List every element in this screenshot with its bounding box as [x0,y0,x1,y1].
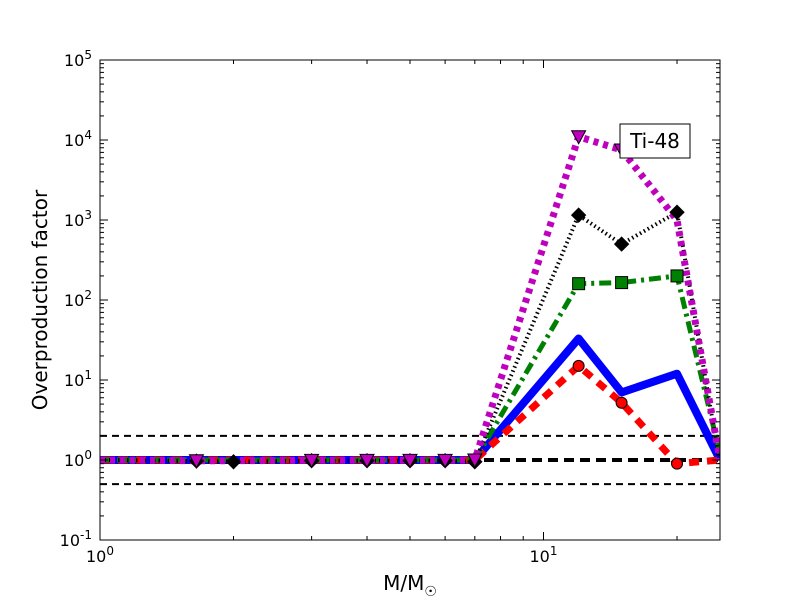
annotation-box: Ti-48 [619,123,691,159]
axis-ticks [99,59,720,541]
series-marker-black [225,454,242,470]
series-marker-red [615,396,628,409]
series-marker-green [572,277,586,291]
y-tick-label: 100 [64,448,92,470]
series-marker-magenta [466,453,483,469]
y-tick-label: 101 [64,368,92,390]
y-tick-label: 102 [64,288,92,310]
series-marker-magenta [188,454,205,469]
y-tick-label: 104 [64,128,92,150]
series-marker-magenta [437,453,453,469]
series-marker-red [671,457,684,470]
series-marker-magenta [303,453,320,469]
x-axis-label: M/M☉ [383,571,437,600]
y-axis-label: Overproduction factor [28,189,52,410]
series-marker-black [613,236,630,252]
series-marker-red [572,359,585,372]
y-tick-label: 103 [64,208,92,230]
series-marker-magenta [570,130,587,145]
annotation-label: Ti-48 [629,129,680,153]
x-tick-label: 100 [86,544,114,566]
series-marker-green [615,276,629,290]
series-marker-green [670,269,684,283]
series-line-magenta [100,133,720,465]
series-marker-black [570,207,587,223]
x-axis-label-subscript: ☉ [424,584,437,600]
y-tick-label: 10-1 [60,528,92,550]
series-marker-black [669,204,685,220]
y-tick-label: 105 [64,48,92,70]
x-tick-label: 101 [530,544,558,566]
series-marker-magenta [359,453,375,469]
series-marker-magenta [402,453,418,469]
series-markers [188,130,685,470]
